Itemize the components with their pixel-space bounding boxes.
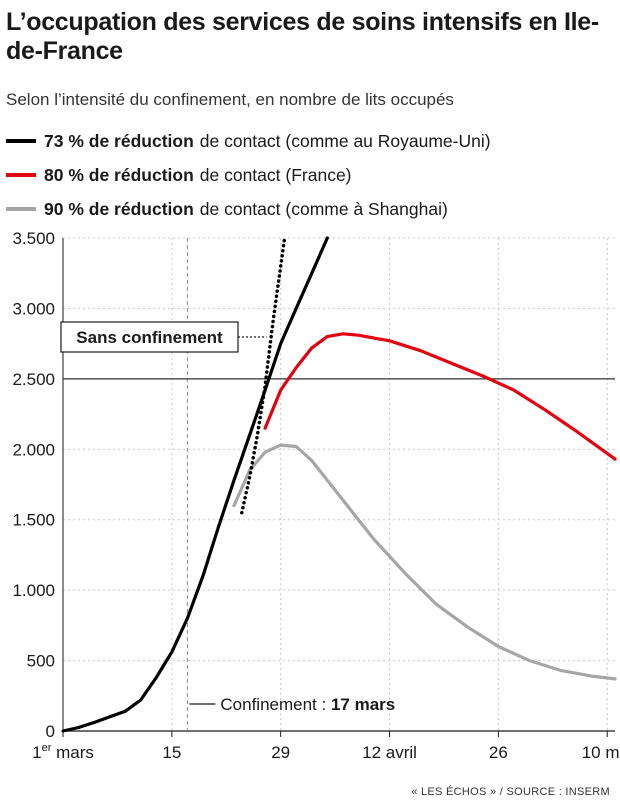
chart-subtitle: Selon l’intensité du confinement, en nom…	[6, 90, 454, 109]
y-tick-label: 500	[27, 652, 55, 671]
line-chart: 0 500 1.000 1.500 2.000 2.500 3.000 3.500 1er ma…	[12, 230, 620, 762]
confinement-label: Confinement : 17 mars	[220, 695, 395, 714]
legend-item-90: 90 % de réduction de contact (comme à Sh…	[6, 192, 491, 226]
legend-text-73: de contact (comme au Royaume-Uni)	[199, 130, 491, 151]
x-tick-label: 1er mars	[32, 742, 94, 762]
sans-confinement-box	[60, 321, 239, 353]
y-tick-label: 1.000	[12, 581, 55, 600]
x-tick-label: 15	[162, 743, 181, 762]
y-tick-label: 2.500	[12, 370, 55, 389]
x-tick-label: 12 avril	[362, 743, 417, 762]
source-footer: « LES ÉCHOS » / SOURCE : INSERM	[411, 786, 610, 798]
chart-title: L’occupation des services de soins inten…	[6, 8, 599, 65]
legend-item-73: 73 % de réduction de contact (comme au R…	[6, 124, 491, 158]
y-tick-label: 3.000	[12, 299, 55, 318]
legend-item-80: 80 % de réduction de contact (France)	[6, 158, 491, 192]
y-tick-label: 2.000	[12, 440, 55, 459]
legend: 73 % de réduction de contact (comme au R…	[6, 124, 491, 226]
y-tick-label: 1.500	[12, 511, 55, 530]
series-line-1	[61, 236, 329, 733]
legend-bold-80: 80 % de réduction	[44, 164, 194, 185]
series-line-3	[232, 443, 617, 681]
x-tick-label: 29	[271, 743, 290, 762]
legend-bold-73: 73 % de réduction	[44, 130, 194, 151]
x-tick-label: 26	[489, 743, 508, 762]
legend-bold-90: 90 % de réduction	[44, 198, 194, 219]
legend-swatch-73	[6, 139, 36, 143]
y-tick-label: 3.500	[12, 230, 55, 248]
y-tick-label: 0	[46, 722, 55, 741]
legend-text-90: de contact (comme à Shanghai)	[199, 198, 448, 219]
legend-swatch-90	[6, 207, 36, 211]
legend-swatch-80	[6, 173, 36, 177]
sans-confinement-label: Sans confinement	[76, 328, 223, 347]
series-line-2	[263, 332, 617, 461]
legend-text-80: de contact (France)	[199, 164, 352, 185]
series-line-0	[240, 236, 287, 515]
x-tick-label: 10 mai	[582, 743, 620, 762]
